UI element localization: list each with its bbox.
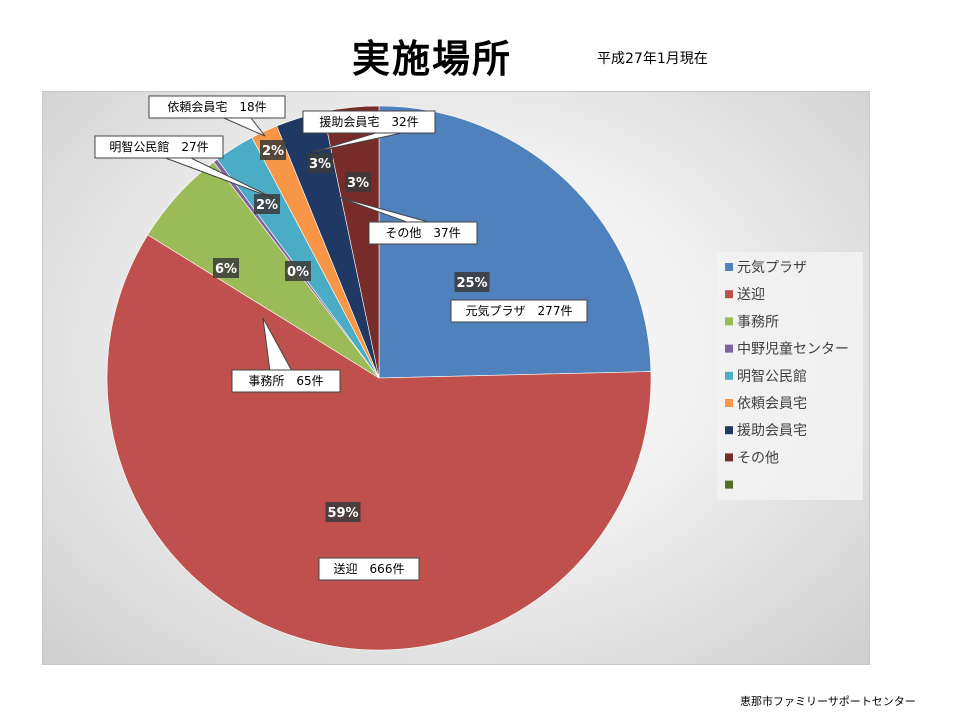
- chart-plot-area: 元気プラザ 277件送迎 666件 事務所 65件 明智公民館 27件 依頼会員宅 1…: [42, 91, 870, 665]
- legend-swatch-5: [725, 399, 733, 407]
- legend-swatch-1: [725, 290, 733, 299]
- percent-label-bg-5: [260, 140, 286, 160]
- legend-swatch-0: [725, 263, 733, 271]
- legend-label-2: 事務所: [737, 314, 779, 330]
- callout-box-5: [148, 95, 286, 119]
- legend-label-7: その他: [737, 450, 779, 466]
- callout-box-2: [231, 369, 341, 393]
- percent-label-2: 6%: [215, 262, 237, 277]
- percent-label-bg-2: [213, 258, 239, 278]
- callout-label-0: 元気プラザ 277件: [466, 303, 573, 318]
- callout-box-7: [368, 221, 478, 245]
- organization-name: 恵那市ファミリーサポートセンター: [740, 695, 916, 708]
- legend-label-4: 明智公民館: [737, 368, 807, 385]
- callout-pointer-5: [223, 117, 266, 137]
- percent-label-5: 2%: [262, 144, 284, 159]
- percent-label-6: 3%: [309, 157, 331, 172]
- callout-label-5: 依頼会員宅 18件: [167, 99, 266, 114]
- percent-label-0: 25%: [456, 276, 487, 291]
- legend-swatch-7: [725, 453, 733, 462]
- percent-label-bg-7: [345, 172, 371, 192]
- legend-swatch-3: [725, 344, 733, 353]
- callout-label-4: 明智公民館 27件: [109, 139, 208, 154]
- percent-label-3: 0%: [287, 265, 309, 280]
- legend-background: [717, 252, 863, 500]
- callout-box-6: [302, 110, 436, 134]
- legend-label-1: 送迎: [737, 287, 765, 303]
- legend-swatch-6: [725, 426, 733, 435]
- callout-label-7: その他 37件: [385, 226, 460, 240]
- legend-label-0: 元気プラザ: [737, 260, 807, 276]
- legend-label-5: 依頼会員宅: [737, 396, 807, 412]
- percent-label-7: 3%: [347, 176, 369, 191]
- percent-label-1: 59%: [327, 506, 358, 521]
- callout-box-4: [94, 135, 224, 159]
- callout-label-2: 事務所 65件: [248, 374, 323, 388]
- percent-label-bg-1: [325, 502, 361, 522]
- legend-label-3: 中野児童センター: [737, 341, 849, 358]
- callout-box-0: [450, 299, 588, 323]
- callout-label-1: 送迎 666件: [334, 561, 405, 576]
- percent-label-4: 2%: [256, 198, 278, 213]
- callout-label-6: 援助会員宅 32件: [319, 114, 418, 129]
- percent-label-bg-4: [254, 194, 280, 214]
- percent-label-bg-6: [307, 153, 333, 173]
- legend-swatch-2: [725, 317, 733, 326]
- legend-swatch-8: [725, 480, 733, 489]
- percent-label-bg-3: [285, 261, 311, 281]
- date-note: 平成27年1月現在: [597, 51, 708, 67]
- legend-label-6: 援助会員宅: [737, 423, 807, 439]
- page-title: 実施場所: [352, 37, 513, 81]
- pie-slice-1: [106, 234, 652, 651]
- legend-swatch-4: [725, 371, 733, 380]
- callout-box-1: [318, 557, 420, 581]
- percent-label-bg-0: [454, 272, 490, 292]
